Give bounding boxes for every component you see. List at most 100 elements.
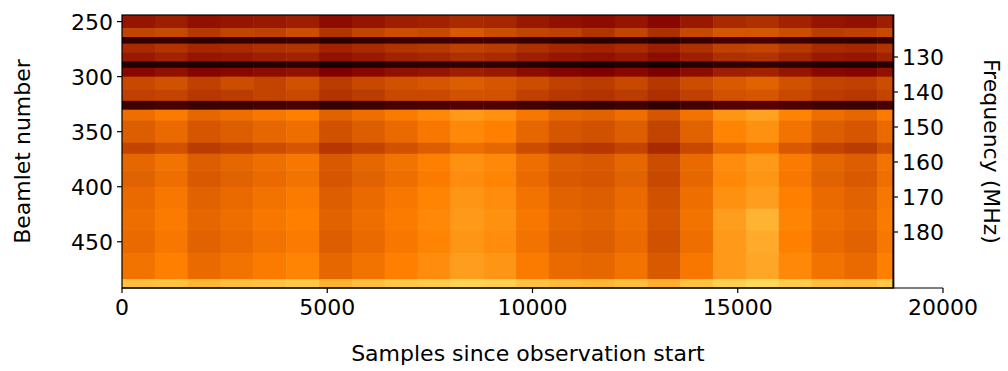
cell bbox=[319, 15, 352, 29]
cell bbox=[549, 77, 582, 91]
cell bbox=[877, 90, 893, 102]
cell bbox=[352, 37, 385, 44]
cell bbox=[746, 28, 779, 37]
cell bbox=[188, 37, 221, 44]
cell bbox=[155, 68, 188, 77]
cell bbox=[582, 143, 615, 155]
cell bbox=[615, 209, 648, 232]
cell bbox=[877, 68, 893, 77]
cell bbox=[844, 187, 877, 210]
y2-tick bbox=[893, 91, 898, 92]
cell bbox=[221, 15, 254, 29]
cell bbox=[155, 187, 188, 210]
cell bbox=[647, 15, 680, 29]
cell bbox=[221, 90, 254, 102]
cell bbox=[779, 187, 812, 210]
cell bbox=[188, 90, 221, 102]
cell bbox=[122, 15, 155, 29]
cell bbox=[877, 187, 893, 210]
cell bbox=[812, 68, 845, 77]
cell bbox=[286, 61, 319, 68]
cell bbox=[253, 170, 286, 187]
cell bbox=[647, 61, 680, 68]
cell bbox=[615, 143, 648, 155]
cell bbox=[680, 121, 713, 144]
cell bbox=[155, 170, 188, 187]
cell bbox=[483, 68, 516, 77]
cell bbox=[319, 110, 352, 122]
cell bbox=[155, 101, 188, 110]
cell bbox=[516, 37, 549, 44]
cell bbox=[253, 37, 286, 44]
cell bbox=[549, 143, 582, 155]
cell bbox=[877, 154, 893, 171]
cell bbox=[253, 253, 286, 280]
cell bbox=[713, 77, 746, 91]
cell bbox=[647, 279, 680, 288]
cell bbox=[516, 170, 549, 187]
x-axis-title: Samples since observation start bbox=[351, 341, 705, 366]
cell bbox=[549, 101, 582, 110]
cell bbox=[844, 61, 877, 68]
cell bbox=[844, 28, 877, 37]
cell bbox=[516, 143, 549, 155]
x-tick-label: 20000 bbox=[908, 295, 978, 320]
cell bbox=[352, 110, 385, 122]
cell bbox=[188, 154, 221, 171]
cell bbox=[122, 110, 155, 122]
cell bbox=[516, 110, 549, 122]
cell bbox=[385, 37, 418, 44]
x-tick-label: 15000 bbox=[703, 295, 773, 320]
cell bbox=[812, 253, 845, 280]
cell bbox=[582, 110, 615, 122]
cell bbox=[385, 61, 418, 68]
cell bbox=[319, 61, 352, 68]
cell bbox=[385, 77, 418, 91]
cell bbox=[253, 143, 286, 155]
cell bbox=[385, 101, 418, 110]
cell bbox=[221, 110, 254, 122]
cell bbox=[319, 279, 352, 288]
cell bbox=[483, 187, 516, 210]
cell bbox=[418, 231, 451, 254]
cell bbox=[549, 253, 582, 280]
cell bbox=[812, 143, 845, 155]
cell bbox=[746, 77, 779, 91]
cell bbox=[418, 101, 451, 110]
cell bbox=[779, 52, 812, 61]
cell bbox=[319, 187, 352, 210]
cell bbox=[221, 28, 254, 37]
cell bbox=[450, 61, 483, 68]
cell bbox=[352, 279, 385, 288]
cell bbox=[582, 28, 615, 37]
cell bbox=[286, 68, 319, 77]
cell bbox=[352, 231, 385, 254]
cell bbox=[647, 101, 680, 110]
cell bbox=[516, 61, 549, 68]
cell bbox=[680, 101, 713, 110]
cell bbox=[647, 253, 680, 280]
cell bbox=[319, 101, 352, 110]
cell bbox=[812, 28, 845, 37]
cell bbox=[713, 121, 746, 144]
cell bbox=[352, 77, 385, 91]
y-tick-label: 350 bbox=[71, 120, 113, 145]
cell bbox=[877, 37, 893, 44]
cell bbox=[352, 52, 385, 61]
cell bbox=[221, 101, 254, 110]
cell bbox=[746, 101, 779, 110]
cell bbox=[844, 77, 877, 91]
cell bbox=[582, 101, 615, 110]
cell bbox=[418, 187, 451, 210]
y2-tick bbox=[893, 231, 898, 232]
cell bbox=[253, 44, 286, 53]
cell bbox=[779, 279, 812, 288]
cell bbox=[713, 28, 746, 37]
cell bbox=[812, 154, 845, 171]
cell bbox=[483, 231, 516, 254]
cell bbox=[221, 231, 254, 254]
cell bbox=[877, 143, 893, 155]
cell bbox=[549, 121, 582, 144]
cell bbox=[286, 15, 319, 29]
cell bbox=[746, 110, 779, 122]
